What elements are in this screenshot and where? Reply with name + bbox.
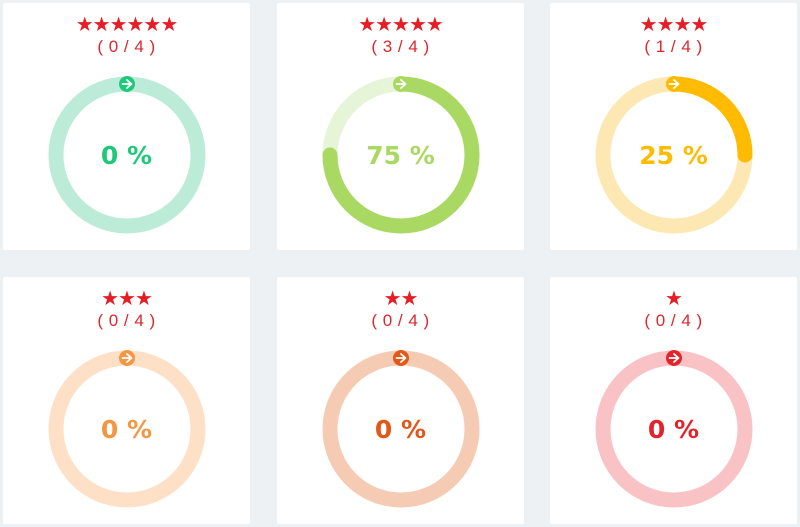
arrow-right-icon	[393, 76, 409, 92]
percent-label: 25 %	[639, 141, 708, 170]
progress-arc	[322, 76, 480, 234]
progress-ring	[48, 350, 206, 508]
progress-card: ★★★★ ( 1 / 4 ) 25 %	[550, 3, 797, 250]
percent-label: 0 %	[647, 415, 700, 444]
percent-label: 0 %	[100, 415, 153, 444]
star-rating: ★★★	[101, 286, 153, 310]
progress-count: ( 1 / 4 )	[644, 37, 703, 56]
star-rating: ★★	[383, 286, 419, 310]
arrow-right-icon	[666, 350, 682, 366]
progress-card: ★★ ( 0 / 4 ) 0 %	[277, 277, 524, 524]
percent-label: 75 %	[366, 141, 435, 170]
progress-ring	[595, 76, 753, 234]
progress-card: ★★★ ( 0 / 4 ) 0 %	[3, 277, 250, 524]
arrow-right-icon	[119, 350, 135, 366]
progress-arc	[666, 76, 753, 163]
progress-count: ( 0 / 4 )	[97, 37, 156, 56]
progress-card: ★★★★★★ ( 0 / 4 ) 0 %	[3, 3, 250, 250]
progress-ring	[48, 76, 206, 234]
progress-card: ★ ( 0 / 4 ) 0 %	[550, 277, 797, 524]
arrow-right-icon	[393, 350, 409, 366]
percent-label: 0 %	[374, 415, 427, 444]
progress-count: ( 0 / 4 )	[644, 311, 703, 330]
arrow-right-icon	[119, 76, 135, 92]
progress-ring	[595, 350, 753, 508]
star-rating: ★	[665, 286, 683, 310]
star-rating: ★★★★★	[358, 12, 444, 36]
progress-ring	[322, 76, 480, 234]
percent-label: 0 %	[100, 141, 153, 170]
progress-count: ( 0 / 4 )	[97, 311, 156, 330]
star-rating: ★★★★★★	[75, 12, 179, 36]
star-rating: ★★★★	[639, 12, 709, 36]
progress-ring	[322, 350, 480, 508]
progress-count: ( 0 / 4 )	[371, 311, 430, 330]
progress-card: ★★★★★ ( 3 / 4 ) 75 %	[277, 3, 524, 250]
arrow-right-icon	[666, 76, 682, 92]
progress-count: ( 3 / 4 )	[371, 37, 430, 56]
